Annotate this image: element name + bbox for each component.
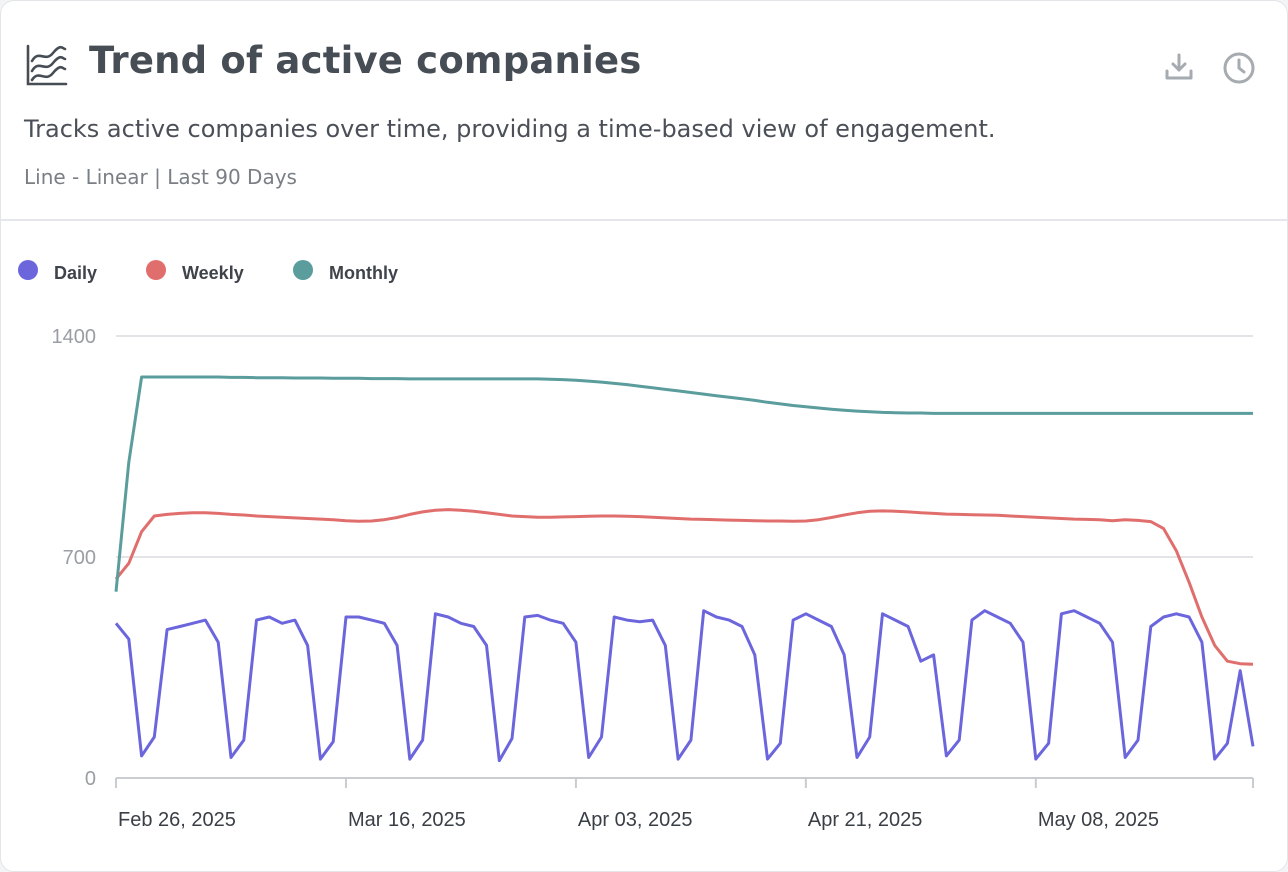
legend-label: Weekly [182,263,244,283]
x-tick-label: May 08, 2025 [1038,809,1159,831]
legend-marker [293,260,313,280]
trend-icon [26,44,68,86]
legend-label: Monthly [329,263,398,283]
series-line [114,508,1254,666]
description: Tracks active companies over time, provi… [24,115,996,143]
x-tick-label: Mar 16, 2025 [348,809,466,831]
subtitle: Line - Linear | Last 90 Days [24,165,297,189]
history-button[interactable] [1221,50,1257,86]
x-tick-label: Apr 21, 2025 [808,809,923,831]
series-line [114,375,1253,592]
y-tick-label: 1400 [52,326,97,348]
series-line [114,609,1255,763]
legend-label: Daily [54,263,97,283]
divider [1,219,1287,221]
x-tick-label: Apr 03, 2025 [578,809,693,831]
download-button[interactable] [1163,51,1195,83]
chart: Daily Weekly Monthly 0 700 1400 Feb 26, 2025 Ma… [18,260,1255,831]
y-tick-label: 0 [85,768,96,790]
y-tick-label: 700 [63,547,96,569]
x-tick-label: Feb 26, 2025 [118,809,236,831]
legend-marker [18,260,38,280]
title: Trend of active companies [89,39,642,82]
legend-marker [146,260,166,280]
